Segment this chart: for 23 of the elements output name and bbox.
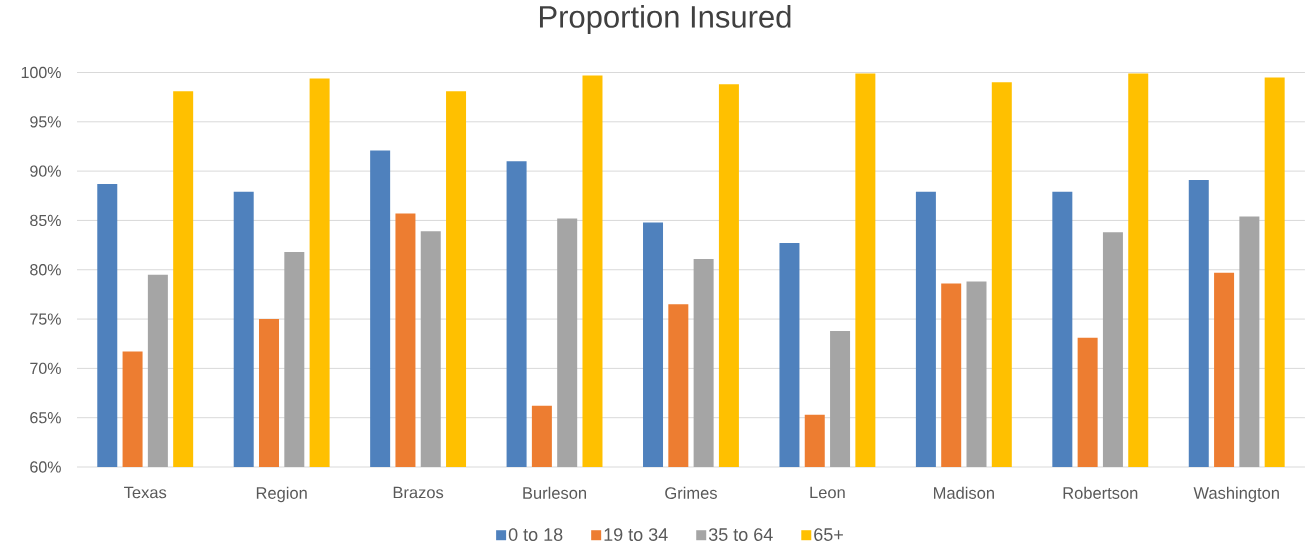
x-tick-label: Burleson [523,486,587,499]
y-tick-label: 100% [21,66,61,79]
y-tick-label: 60% [30,461,61,473]
x-tick-label: Region [256,486,307,503]
x-tick-label: Grimes [665,486,717,499]
chart-title: Proportion Insured [540,5,791,34]
x-tick-label: Brazos [393,486,444,499]
x-tick-label: Leon [810,486,845,499]
x-tick-label: Madison [934,486,994,499]
legend-label: 35 to 64 [708,528,773,541]
y-tick-label: 90% [30,165,61,177]
x-tick-label: Washington [1193,486,1279,503]
x-tick-label: Texas [124,486,167,499]
y-tick-label: 85% [30,214,61,227]
legend-label: 65+ [814,528,843,541]
y-tick-label: 65% [30,412,61,424]
x-tick-label: Robertson [1063,486,1138,499]
legend-label: 19 to 34 [604,528,668,541]
y-tick-label: 95% [30,116,61,128]
legend-label: 0 to 18 [508,528,563,541]
y-tick-label: 70% [30,362,61,375]
y-tick-label: 75% [30,313,61,325]
y-tick-label: 80% [30,264,61,276]
